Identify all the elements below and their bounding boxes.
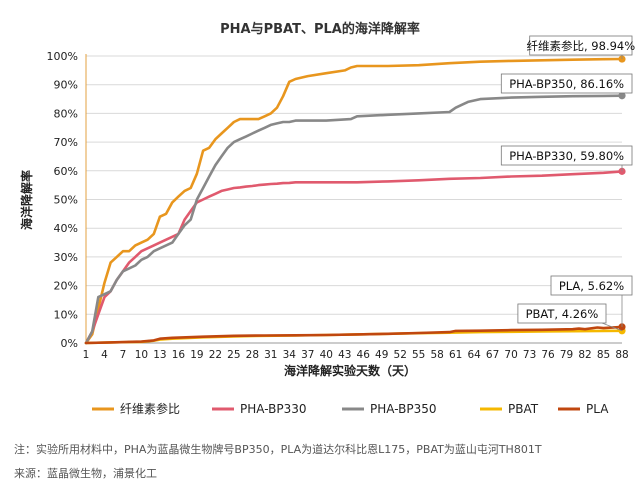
series-line [84, 94, 624, 345]
x-tick-label: 67 [486, 349, 499, 361]
x-tick-label: 76 [541, 349, 555, 361]
label-box [517, 303, 607, 324]
series-end-label: PHA-BP330, 59.80% [509, 149, 624, 163]
x-tick-label: 64 [467, 349, 481, 361]
x-tick-label: 40 [320, 349, 333, 361]
y-tick-label: 20% [54, 280, 78, 293]
x-tick-label: 43 [338, 349, 351, 361]
x-tick-label: 16 [172, 349, 186, 361]
x-tick-label: 34 [283, 349, 297, 361]
series-line [84, 325, 624, 345]
x-tick-label: 19 [190, 349, 203, 361]
series-line [84, 329, 624, 345]
y-tick-label: 40% [54, 222, 78, 235]
x-tick-label: 25 [227, 349, 240, 361]
legend-label: 纤维素参比 [120, 401, 180, 416]
y-tick-label: 90% [54, 79, 78, 92]
axes: 0% 10% 20% 30% 40% 50% 60% 70% 80% 90% 100% 1 4 7 10 13… [47, 50, 629, 361]
label-box [500, 73, 633, 94]
y-tick-label: 10% [54, 308, 78, 321]
x-tick-label: 46 [357, 349, 371, 361]
legend-label: PLA [586, 402, 609, 416]
source-note: 来源：蓝晶微生物，浦景化工 [14, 467, 157, 480]
y-tick-label: 100% [47, 50, 78, 63]
chart-title: PHA与PBAT、PLA的海洋降解率 [220, 21, 420, 37]
label-box [550, 275, 633, 296]
legend-label: PHA-BP330 [240, 402, 306, 416]
gridlines [86, 55, 622, 315]
legend-label: PBAT [508, 402, 539, 416]
x-tick-label: 10 [135, 349, 148, 361]
series-end-label: PHA-BP350, 86.16% [509, 77, 624, 91]
x-tick-label: 7 [120, 349, 127, 361]
x-tick-label: 37 [301, 349, 314, 361]
x-tick-label: 82 [578, 349, 591, 361]
series-end-label: PLA, 5.62% [559, 279, 624, 293]
x-axis-label: 海洋降解实验天数（天） [284, 363, 416, 378]
series-line [84, 57, 624, 345]
x-tick-label: 55 [412, 349, 425, 361]
x-tick-label: 73 [523, 349, 536, 361]
y-axis-label: 海洋降解率 [19, 170, 34, 230]
y-tick-label: 70% [54, 136, 78, 149]
x-tick-label: 13 [153, 349, 166, 361]
label-leader [601, 322, 623, 332]
x-tick-label: 4 [101, 349, 108, 361]
end-labels: 纤维素参比, 98.94% PHA-BP350, 86.16% PHA-BP330,… [500, 35, 636, 332]
x-tick-label: 79 [560, 349, 573, 361]
y-tick-label: 60% [54, 165, 78, 178]
y-tick-label: 80% [54, 107, 78, 120]
series-end-label: PBAT, 4.26% [526, 307, 599, 321]
series-line [84, 170, 624, 345]
y-tick-label: 0% [61, 337, 78, 350]
x-tick-label: 70 [504, 349, 517, 361]
y-tick-label: 30% [54, 251, 78, 264]
footnote: 注：实验所用材料中，PHA为蓝晶微生物牌号BP350，PLA为道达尔科比恩L17… [14, 443, 542, 456]
legend: 纤维素参比 PHA-BP330 PHA-BP350 PBAT PLA [92, 401, 609, 416]
x-tick-label: 85 [597, 349, 610, 361]
x-tick-label: 1 [83, 349, 90, 361]
label-box [529, 35, 633, 56]
x-tick-label: 58 [430, 349, 443, 361]
series-end-label: 纤维素参比, 98.94% [527, 39, 636, 53]
series-lines [84, 55, 626, 345]
y-tick-label: 50% [54, 194, 78, 207]
x-tick-label: 61 [449, 349, 462, 361]
label-box [500, 145, 633, 166]
x-tick-label: 31 [264, 349, 277, 361]
x-tick-label: 52 [394, 349, 407, 361]
x-tick-label: 88 [615, 349, 628, 361]
x-tick-label: 22 [209, 349, 222, 361]
x-tick-label: 49 [375, 349, 388, 361]
x-tick-label: 28 [246, 349, 259, 361]
legend-label: PHA-BP350 [370, 402, 436, 416]
